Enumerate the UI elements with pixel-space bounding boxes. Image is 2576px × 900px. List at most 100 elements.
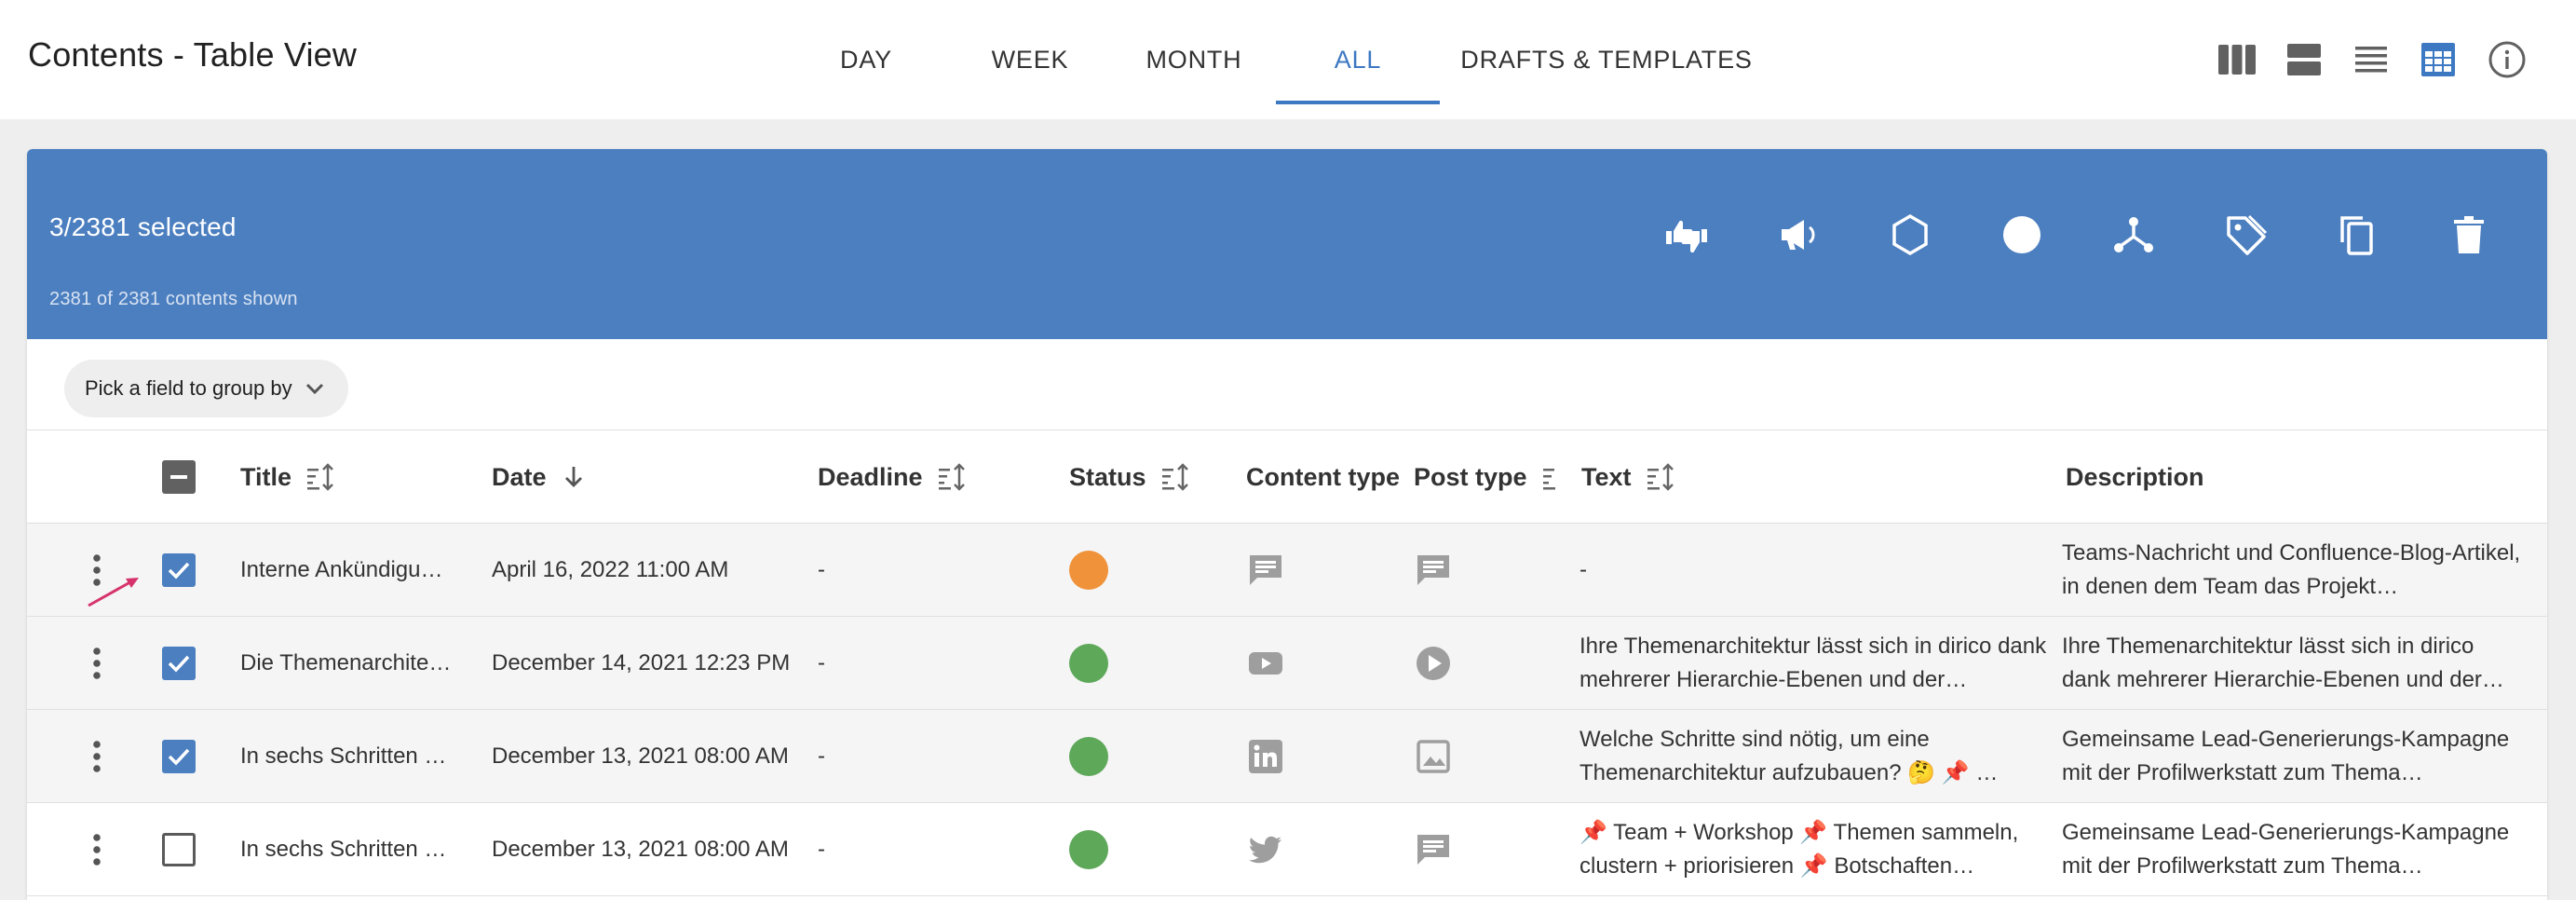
status-dot-green xyxy=(1069,737,1108,776)
rows-view-icon[interactable] xyxy=(2284,39,2325,80)
image-icon xyxy=(1417,740,1450,773)
table-row[interactable]: In sechs Schritten … December 13, 2021 0… xyxy=(27,803,2547,896)
cell-date: December 13, 2021 08:00 AM xyxy=(492,743,789,769)
megaphone-icon[interactable] xyxy=(1769,205,1828,265)
cell-deadline: - xyxy=(818,837,825,862)
cell-title[interactable]: Die Themenarchite… xyxy=(240,650,452,675)
selection-toolbar: 3/2381 selected 2381 of 2381 contents sh… xyxy=(27,149,2547,339)
thumbs-up-down-icon[interactable] xyxy=(1657,205,1716,265)
row-menu-icon[interactable] xyxy=(83,831,111,868)
cell-content-type xyxy=(1246,803,1321,896)
delete-icon[interactable] xyxy=(2439,205,2499,265)
annotation-arrow-icon xyxy=(88,578,139,607)
message-icon xyxy=(1417,555,1449,585)
linkedin-icon xyxy=(1249,740,1282,773)
hexagon-icon[interactable] xyxy=(1880,205,1940,265)
row-checkbox[interactable] xyxy=(162,553,196,587)
top-app-bar: Contents - Table View DAY WEEK MONTH ALL… xyxy=(0,0,2576,119)
cell-post-type xyxy=(1414,524,1488,617)
table-row[interactable]: Die Themenarchite… December 14, 2021 12:… xyxy=(27,617,2547,710)
cell-status[interactable] xyxy=(1069,803,1144,896)
table-row[interactable]: Interne Ankündigu… April 16, 2022 11:00 … xyxy=(27,524,2547,617)
cell-text: 📌 Team + Workshop 📌 Themen sammeln, clus… xyxy=(1579,820,2019,879)
column-header-content-type[interactable]: Content type xyxy=(1246,462,1400,491)
status-dot-orange xyxy=(1069,551,1108,590)
contents-shown-count: 2381 of 2381 contents shown xyxy=(49,289,298,309)
play-icon xyxy=(1417,647,1450,680)
cell-date: December 13, 2021 08:00 AM xyxy=(492,837,789,862)
group-by-select[interactable]: Pick a field to group by xyxy=(64,360,348,417)
info-icon[interactable] xyxy=(2487,39,2528,80)
copy-icon[interactable] xyxy=(2327,205,2387,265)
cell-deadline: - xyxy=(818,557,825,582)
youtube-icon xyxy=(1249,652,1282,675)
cell-content-type xyxy=(1246,524,1321,617)
sort-icon[interactable] xyxy=(1645,461,1676,493)
group-by-label: Pick a field to group by xyxy=(85,376,292,400)
active-tab-indicator xyxy=(1276,101,1440,104)
row-checkbox[interactable] xyxy=(162,833,196,866)
circle-icon[interactable] xyxy=(1992,205,2052,265)
tab-week[interactable]: WEEK xyxy=(991,45,1069,74)
cell-text: Ihre Themenarchitektur lässt sich in dir… xyxy=(1579,634,2047,692)
cell-date: April 16, 2022 11:00 AM xyxy=(492,557,729,582)
cell-deadline: - xyxy=(818,743,825,769)
columns-view-icon[interactable] xyxy=(2217,39,2257,80)
chevron-down-icon xyxy=(305,383,323,395)
group-by-bar: Pick a field to group by xyxy=(27,339,2547,430)
column-header-post-type[interactable]: Post type xyxy=(1414,430,1591,524)
sort-icon[interactable] xyxy=(1540,461,1572,493)
row-menu-icon[interactable] xyxy=(83,645,111,682)
tab-month[interactable]: MONTH xyxy=(1146,45,1242,74)
cell-description: Gemeinsame Lead-Generierungs-Kampagne mi… xyxy=(2062,727,2510,785)
cell-title[interactable]: Interne Ankündigu… xyxy=(240,557,443,582)
message-icon xyxy=(1417,835,1449,865)
selected-count: 3/2381 selected xyxy=(49,212,237,241)
tab-all[interactable]: ALL xyxy=(1334,45,1382,74)
tags-icon[interactable] xyxy=(2216,205,2275,265)
arrow-down-icon[interactable] xyxy=(560,463,588,491)
cell-content-type xyxy=(1246,710,1321,803)
cell-title[interactable]: In sechs Schritten … xyxy=(240,743,447,769)
cell-post-type xyxy=(1414,803,1488,896)
cell-status[interactable] xyxy=(1069,524,1144,617)
cell-content-type xyxy=(1246,617,1321,710)
table-view-icon[interactable] xyxy=(2418,39,2459,80)
message-icon xyxy=(1250,555,1281,585)
hierarchy-icon[interactable] xyxy=(2104,205,2163,265)
cell-date: December 14, 2021 12:23 PM xyxy=(492,650,791,675)
column-header-deadline[interactable]: Deadline xyxy=(818,430,968,524)
status-dot-green xyxy=(1069,830,1108,869)
column-header-title[interactable]: Title xyxy=(240,430,336,524)
list-view-icon[interactable] xyxy=(2351,39,2392,80)
cell-description: Ihre Themenarchitektur lässt sich in dir… xyxy=(2062,634,2504,692)
page-title: Contents - Table View xyxy=(28,35,358,74)
cell-post-type xyxy=(1414,617,1488,710)
tab-drafts-templates[interactable]: DRAFTS & TEMPLATES xyxy=(1460,45,1753,74)
sort-icon[interactable] xyxy=(936,461,968,493)
cell-status[interactable] xyxy=(1069,617,1144,710)
sort-icon[interactable] xyxy=(1159,461,1191,493)
column-header-description[interactable]: Description xyxy=(2066,462,2204,491)
table-row[interactable]: In sechs Schritten … December 13, 2021 0… xyxy=(27,710,2547,803)
cell-text: - xyxy=(1579,557,1587,582)
cell-deadline: - xyxy=(818,650,825,675)
row-checkbox[interactable] xyxy=(162,647,196,680)
select-all-checkbox[interactable] xyxy=(162,460,196,494)
column-header-date[interactable]: Date xyxy=(492,430,588,524)
cell-description: Teams-Nachricht und Confluence-Blog-Arti… xyxy=(2062,540,2521,599)
cell-status[interactable] xyxy=(1069,710,1144,803)
row-menu-icon[interactable] xyxy=(83,738,111,775)
tab-day[interactable]: DAY xyxy=(840,45,892,74)
cell-description: Gemeinsame Lead-Generierungs-Kampagne mi… xyxy=(2062,820,2510,879)
cell-title[interactable]: In sechs Schritten … xyxy=(240,837,447,862)
row-menu-icon[interactable] xyxy=(83,552,111,589)
column-header-text[interactable]: Text xyxy=(1581,430,1676,524)
status-dot-green xyxy=(1069,644,1108,683)
row-checkbox[interactable] xyxy=(162,740,196,773)
cell-post-type xyxy=(1414,710,1488,803)
sort-icon[interactable] xyxy=(305,461,336,493)
cell-text: Welche Schritte sind nötig, um eine Them… xyxy=(1579,727,1999,785)
column-header-status[interactable]: Status xyxy=(1069,430,1191,524)
twitter-icon xyxy=(1249,836,1281,864)
